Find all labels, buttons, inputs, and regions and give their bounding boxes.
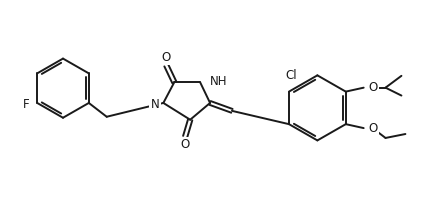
Text: O: O — [180, 138, 190, 151]
Text: F: F — [22, 99, 29, 111]
Text: NH: NH — [210, 75, 227, 88]
Text: O: O — [369, 122, 378, 135]
Text: N: N — [150, 99, 159, 111]
Text: Cl: Cl — [285, 69, 297, 82]
Text: O: O — [162, 51, 171, 64]
Text: O: O — [369, 81, 378, 94]
